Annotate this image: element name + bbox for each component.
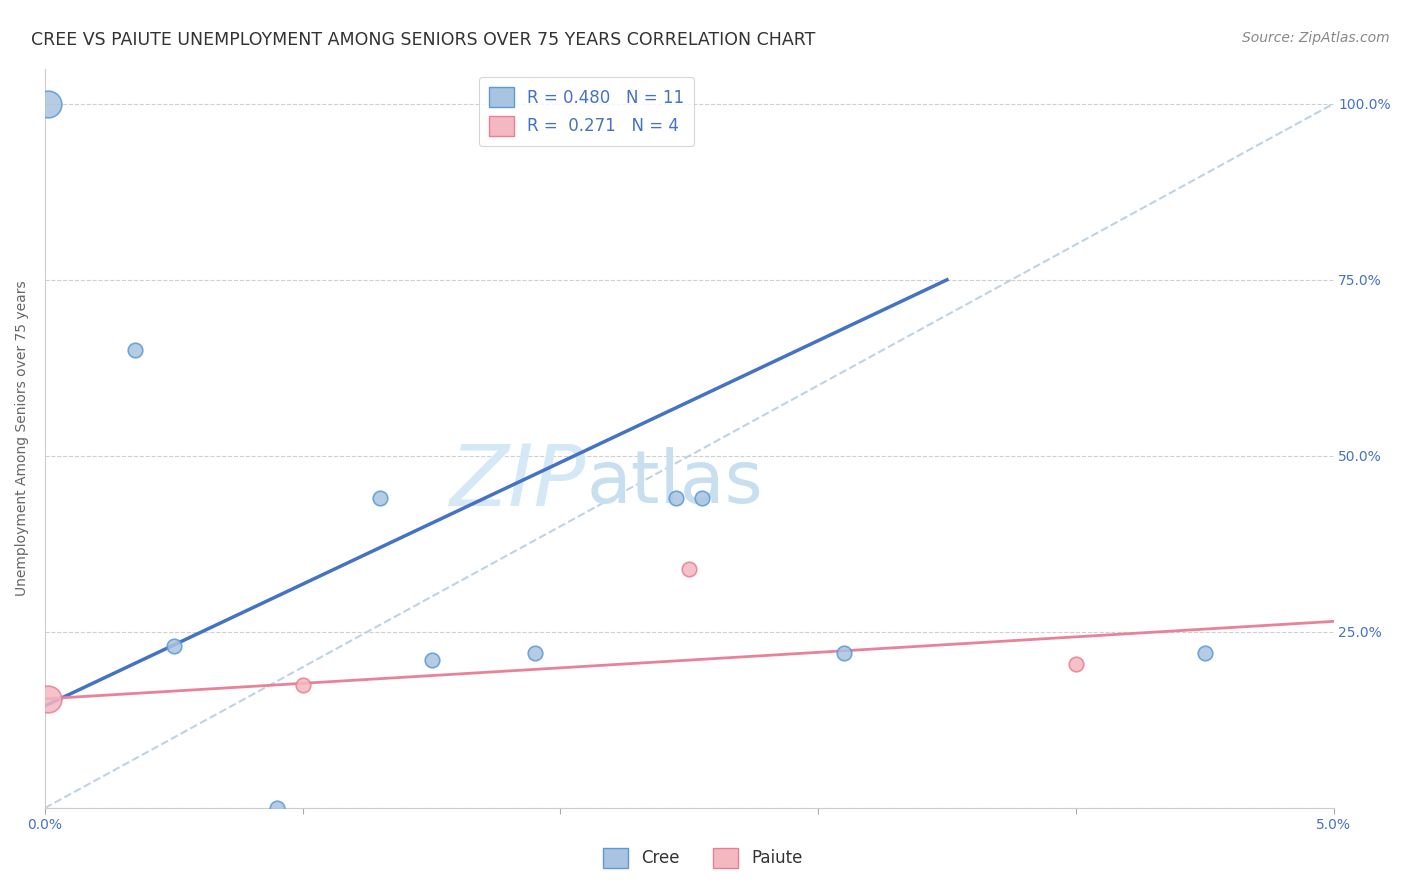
Legend: R = 0.480   N = 11, R =  0.271   N = 4: R = 0.480 N = 11, R = 0.271 N = 4 (478, 77, 695, 146)
Point (523, 646, 546, 660)
Point (37, 691, 59, 706)
Point (690, 491, 713, 505)
Point (678, 561, 700, 575)
Point (124, 343, 146, 358)
Point (832, 646, 855, 660)
Point (368, 491, 391, 505)
Point (163, 639, 186, 653)
Legend: Cree, Paiute: Cree, Paiute (596, 841, 810, 875)
Point (665, 491, 688, 505)
Point (1064, 657, 1087, 671)
Text: atlas: atlas (586, 447, 763, 518)
Y-axis label: Unemployment Among Seniors over 75 years: Unemployment Among Seniors over 75 years (15, 280, 30, 596)
Text: CREE VS PAIUTE UNEMPLOYMENT AMONG SENIORS OVER 75 YEARS CORRELATION CHART: CREE VS PAIUTE UNEMPLOYMENT AMONG SENIOR… (31, 31, 815, 49)
Text: Source: ZipAtlas.com: Source: ZipAtlas.com (1241, 31, 1389, 45)
Point (37, 96, 59, 111)
Point (291, 678, 314, 692)
Point (1194, 646, 1216, 660)
Point (266, 801, 288, 815)
Text: ZIP: ZIP (450, 442, 586, 524)
Point (420, 653, 443, 667)
